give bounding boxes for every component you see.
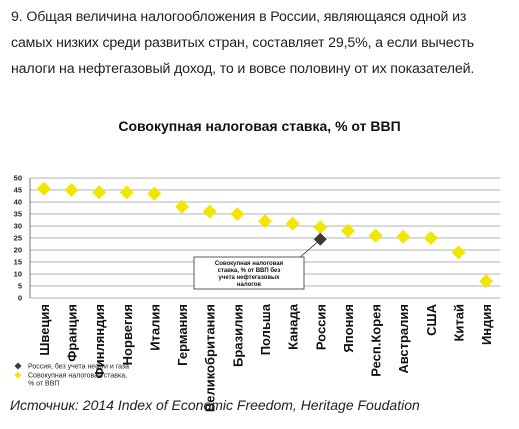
data-point [64, 183, 79, 197]
annotation-box [193, 256, 305, 290]
x-tick-label: Швеция [37, 304, 52, 356]
annotation-text: Совокупная налоговая ставка, % от ВВП без… [215, 261, 284, 288]
paragraph-line: 9. Общая величина налогообложения в Росс… [11, 9, 467, 25]
y-tick-label: 30 [14, 222, 22, 231]
legend-label-main: Совокупная налоговая ставка,% от ВВП [28, 373, 127, 388]
x-tick-label: Китай [452, 304, 467, 342]
data-point [175, 199, 190, 214]
data-point [396, 229, 411, 244]
paragraph-line: самых низких среди развитых стран, соста… [11, 35, 475, 51]
y-tick-label: 35 [14, 210, 22, 219]
data-point [230, 207, 245, 221]
data-point [258, 214, 272, 229]
x-tick-label: Бразилия [230, 304, 245, 367]
annotation-leader [297, 241, 318, 260]
y-tick-label: 50 [14, 174, 22, 183]
x-tick-label: Франция [64, 304, 79, 362]
data-point [313, 220, 328, 235]
legend-marker-russia [14, 362, 22, 370]
paragraph: 9. Общая величина налогообложения в Росс… [11, 4, 511, 82]
data-point [36, 181, 51, 196]
paragraph-line: налоги на нефтегазовый доход, то и вовсе… [11, 61, 475, 77]
data-point [423, 231, 438, 245]
y-tick-label: 40 [14, 198, 22, 207]
x-tick-label: Норвегия [120, 304, 135, 365]
x-tick-label: Польша [258, 303, 273, 355]
y-tick-label: 5 [18, 282, 22, 291]
data-point [479, 274, 494, 289]
y-tick-label: 15 [14, 258, 22, 267]
y-tick-label: 25 [14, 234, 22, 243]
x-tick-label: Канада [286, 303, 301, 350]
x-tick-label: Великобритания [203, 304, 218, 412]
source-note: Источник: 2014 Index of Economic Freedom… [10, 397, 420, 413]
y-tick-label: 20 [14, 246, 22, 255]
x-tick-label: Австралия [396, 304, 411, 374]
y-tick-label: 10 [14, 270, 22, 279]
legend-label-russia: Россия, без учета нефти и газа [28, 363, 129, 371]
data-point [119, 185, 134, 200]
legend-marker-main [14, 371, 22, 379]
data-point [340, 223, 355, 238]
x-tick-label: Италия [147, 304, 162, 351]
x-tick-label: США [424, 303, 439, 335]
data-point [147, 186, 162, 201]
data-point [368, 228, 383, 243]
data-point [451, 245, 466, 260]
data-point [202, 204, 217, 219]
data-point [285, 216, 300, 231]
x-tick-label: Япония [341, 304, 356, 353]
y-tick-label: 45 [14, 186, 22, 195]
y-tick-label: 0 [18, 294, 22, 303]
x-tick-label: Финляндия [92, 304, 107, 378]
data-point-russia-no-oil [313, 232, 327, 246]
data-point [92, 185, 107, 200]
x-tick-label: Респ.Корея [369, 304, 384, 377]
x-tick-label: Германия [175, 304, 190, 366]
chart-title: Совокупная налоговая ставка, % от ВВП [118, 118, 401, 134]
x-tick-label: Индия [479, 304, 494, 345]
x-tick-label: Россия [313, 304, 328, 350]
